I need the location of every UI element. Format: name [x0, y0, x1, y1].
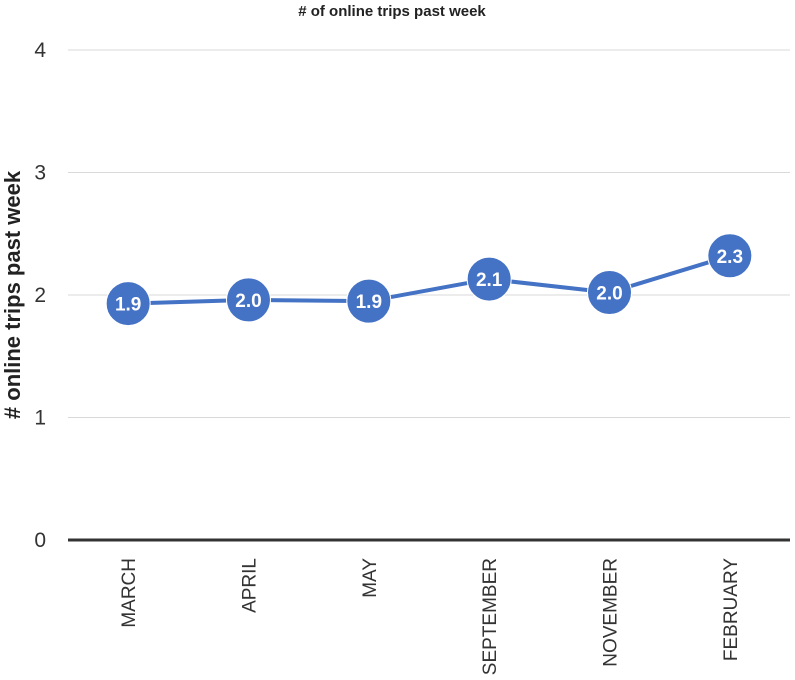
chart-title: # of online trips past week: [298, 3, 486, 20]
data-label: 1.9: [115, 295, 141, 316]
series-group: 1.9 2.0 1.9 2.1 2.0 2.3: [105, 233, 753, 327]
x-tick-label: FEBRUARY: [721, 558, 742, 661]
y-tick-label: 1: [34, 407, 46, 430]
data-point: [346, 278, 392, 324]
data-point: [587, 270, 632, 316]
y-tick-label: 4: [34, 39, 46, 62]
x-tick-label: APRIL: [240, 558, 261, 613]
data-point: [226, 277, 271, 323]
y-tick-label: 2: [34, 284, 46, 307]
x-tick-label: MARCH: [119, 558, 140, 628]
x-axis-ticks: MARCH APRIL MAY SEPTEMBER NOVEMBER FEBRUARY: [119, 558, 742, 676]
series-line: [128, 253, 731, 306]
gridlines: [68, 49, 790, 418]
data-label: 2.1: [476, 270, 503, 291]
data-point: [707, 233, 753, 279]
y-axis-title: # online trips past week: [0, 170, 25, 419]
x-tick-label: MAY: [360, 558, 381, 598]
y-axis-ticks: 0 1 2 3 4: [34, 39, 46, 552]
data-label: 1.9: [356, 292, 382, 313]
data-point: [466, 256, 512, 302]
data-point: [105, 281, 151, 327]
x-tick-label: SEPTEMBER: [480, 558, 501, 675]
y-tick-label: 3: [34, 162, 46, 185]
data-label: 2.0: [235, 291, 261, 312]
x-tick-label: NOVEMBER: [601, 558, 622, 667]
data-label: 2.0: [596, 284, 622, 305]
y-tick-label: 0: [34, 529, 46, 552]
data-label: 2.3: [717, 247, 743, 268]
